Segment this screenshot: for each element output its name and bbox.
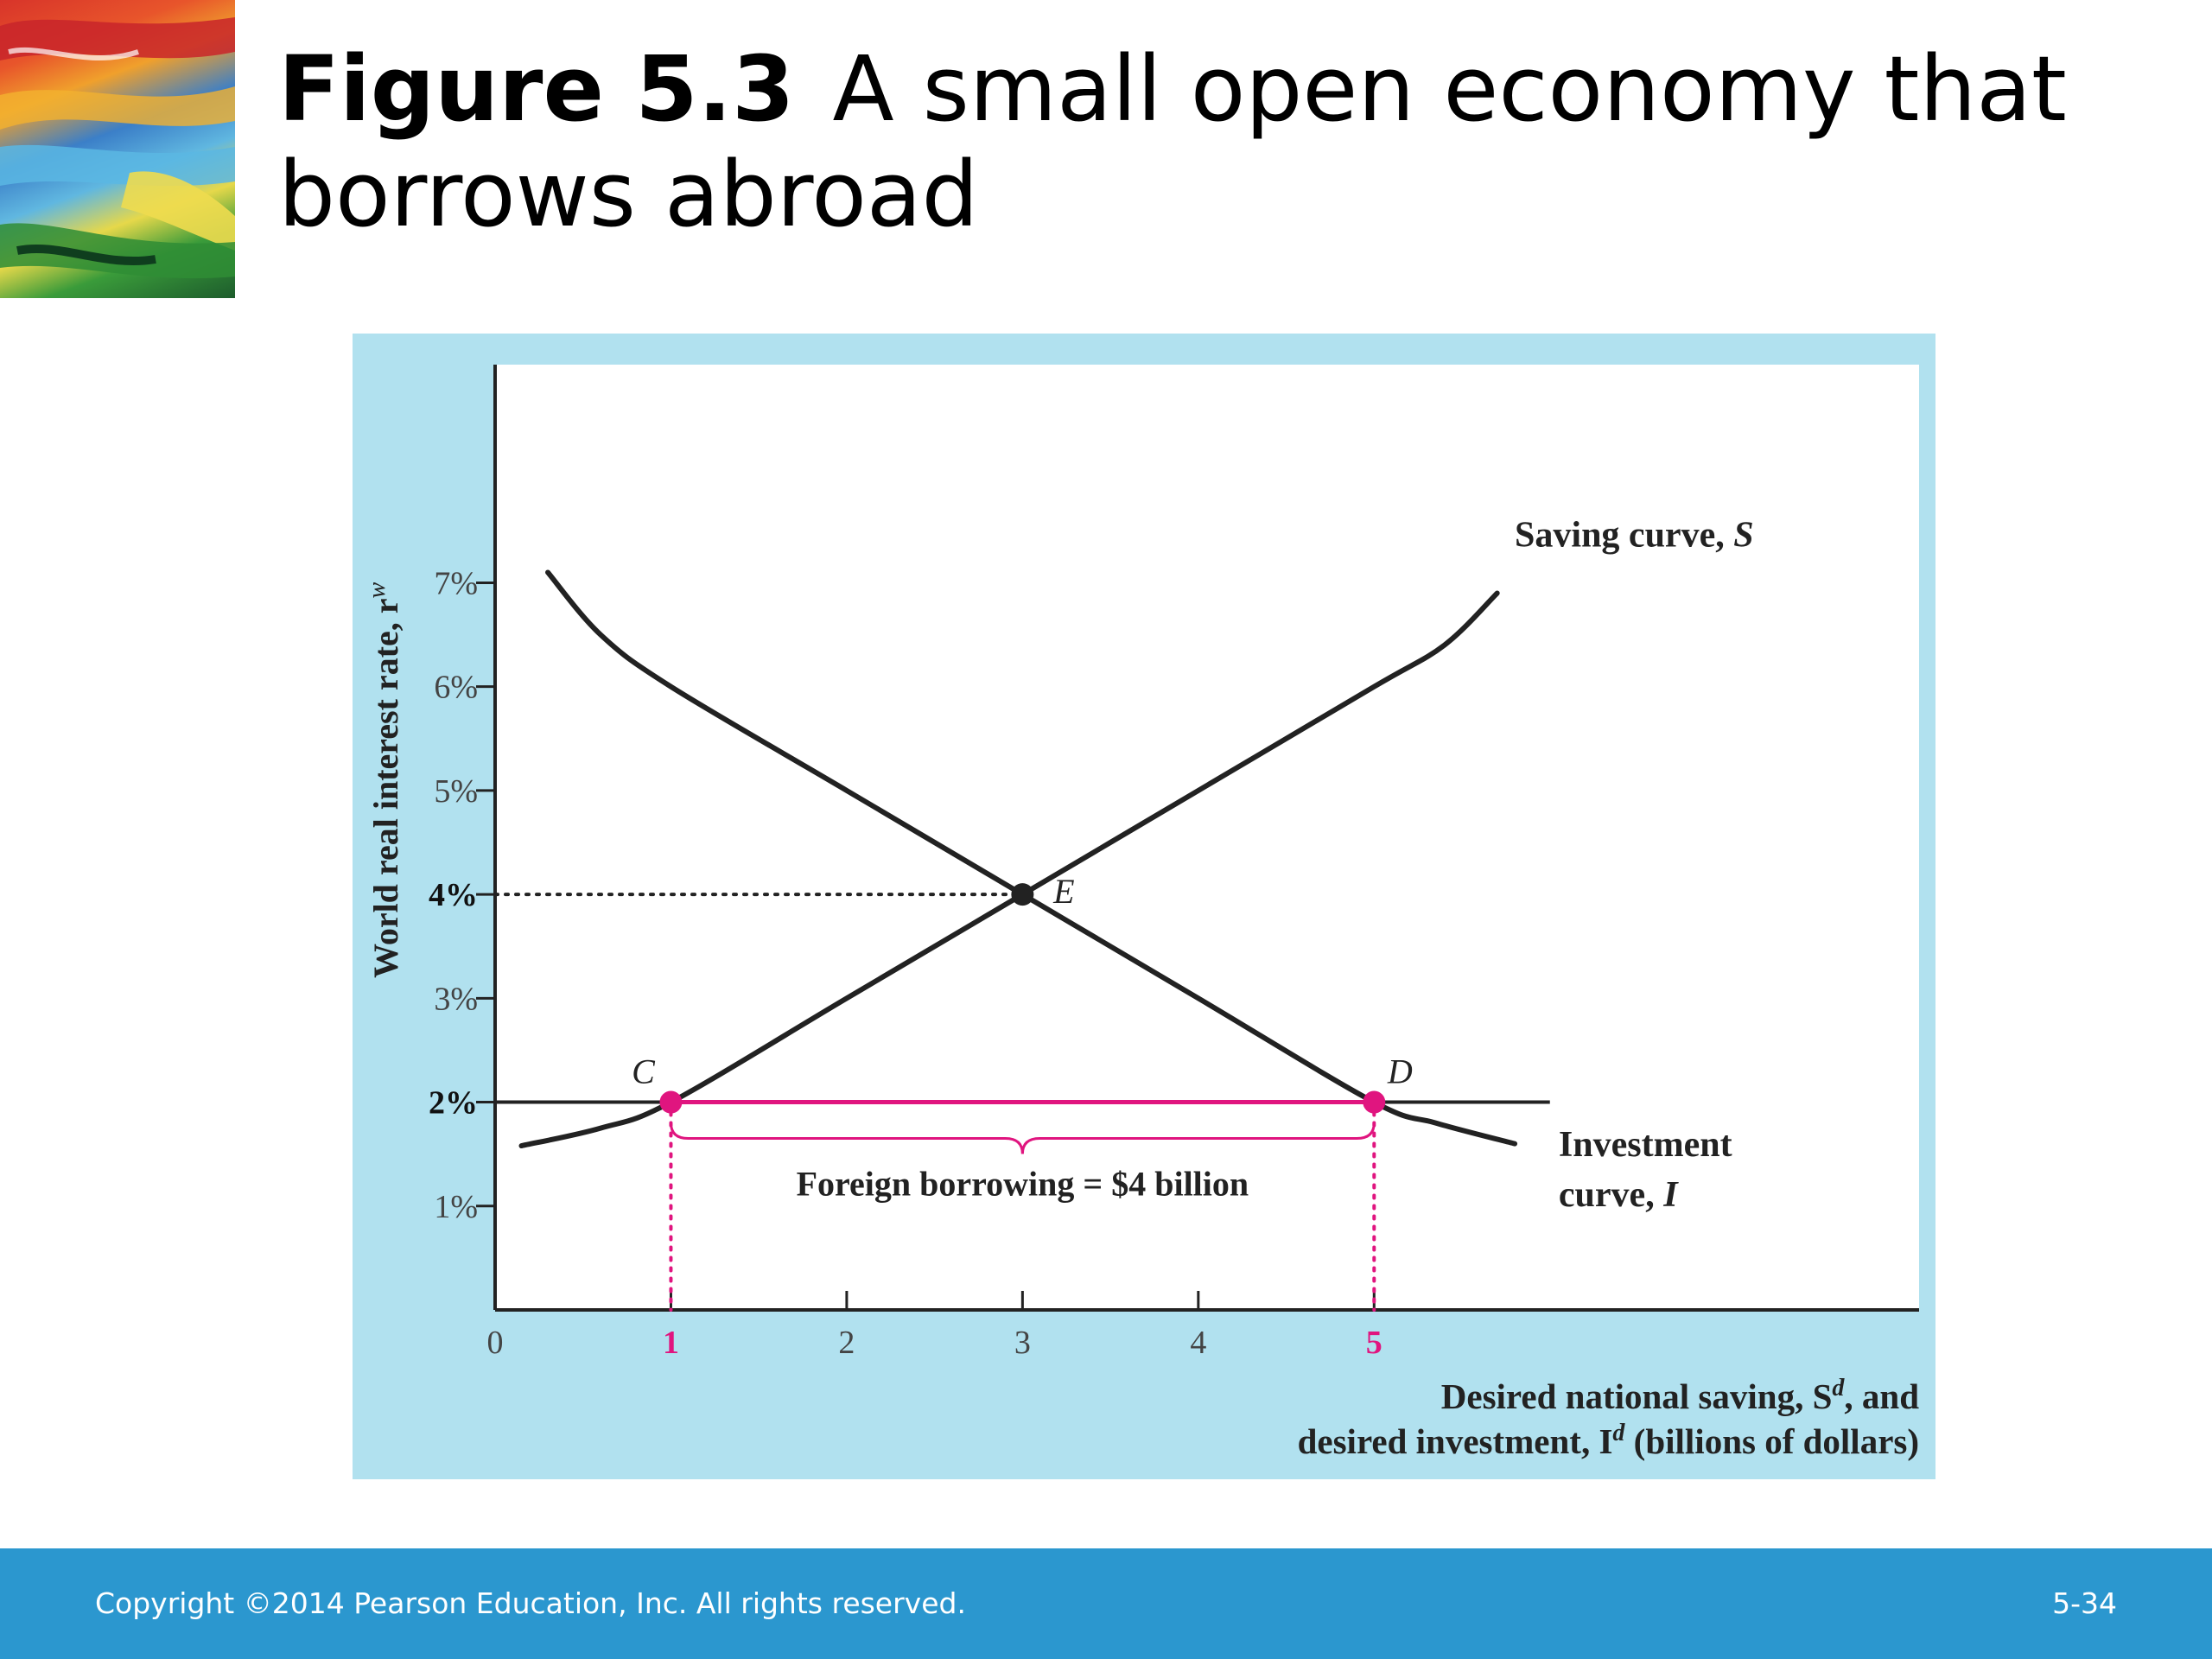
point-label-C: C bbox=[632, 1052, 656, 1091]
page-number: 5-34 bbox=[2052, 1586, 2117, 1620]
y-axis-label: World real interest rate, rw bbox=[364, 582, 406, 978]
slide-title: Figure 5.3 A small open economy that borr… bbox=[278, 36, 2136, 247]
x-tick-label-2: 2 bbox=[838, 1325, 855, 1361]
x-axis-label-line1: Desired national saving, Sd, and bbox=[1441, 1375, 1919, 1417]
borrowing-brace bbox=[669, 1122, 1376, 1154]
chart: 1% 2% 3% 4% 5% 6% 7% 0 1 2 3 4 5 World real interest … bbox=[364, 365, 1919, 1462]
x-tick-label-1: 1 bbox=[663, 1325, 679, 1361]
x-tick-label-0: 0 bbox=[487, 1325, 504, 1361]
x-tick-label-5: 5 bbox=[1366, 1325, 1382, 1361]
copyright-text: Copyright ©2014 Pearson Education, Inc. … bbox=[95, 1586, 966, 1620]
y-tick-label-6: 6% bbox=[434, 670, 478, 706]
y-tick-label-7: 7% bbox=[434, 565, 478, 601]
point-D bbox=[1363, 1090, 1386, 1114]
chart-panel: 1% 2% 3% 4% 5% 6% 7% 0 1 2 3 4 5 World real interest … bbox=[353, 334, 1936, 1479]
x-tick-label-3: 3 bbox=[1014, 1325, 1031, 1361]
point-E bbox=[1011, 883, 1034, 906]
figure-title: A small open economy that borrows abroad bbox=[278, 36, 2067, 247]
annotation-foreign-borrowing: Foreign borrowing = $4 billion bbox=[797, 1165, 1249, 1204]
y-tick-label-3: 3% bbox=[434, 981, 478, 1017]
figure-number: Figure 5.3 bbox=[278, 36, 795, 142]
x-axis-label-line2: desired investment, Id (billions of doll… bbox=[1298, 1420, 1919, 1462]
y-tick-label-5: 5% bbox=[434, 773, 478, 810]
point-label-E: E bbox=[1052, 872, 1074, 911]
y-tick-label-1: 1% bbox=[434, 1189, 478, 1225]
point-label-D: D bbox=[1387, 1052, 1413, 1091]
footer-bar: Copyright ©2014 Pearson Education, Inc. … bbox=[0, 1548, 2212, 1659]
y-tick-label-4: 4% bbox=[429, 877, 478, 913]
investment-curve-label-line1: Investment bbox=[1559, 1125, 1732, 1165]
y-tick-label-2: 2% bbox=[429, 1085, 478, 1122]
point-C bbox=[659, 1090, 683, 1114]
saving-curve-label: Saving curve, S bbox=[1515, 515, 1754, 555]
cover-art-thumbnail bbox=[0, 0, 235, 298]
investment-curve-label-line2: curve, I bbox=[1559, 1175, 1679, 1215]
x-tick-label-4: 4 bbox=[1190, 1325, 1206, 1361]
plot-area bbox=[495, 365, 1919, 1310]
painted-brushstrokes bbox=[0, 17, 235, 279]
